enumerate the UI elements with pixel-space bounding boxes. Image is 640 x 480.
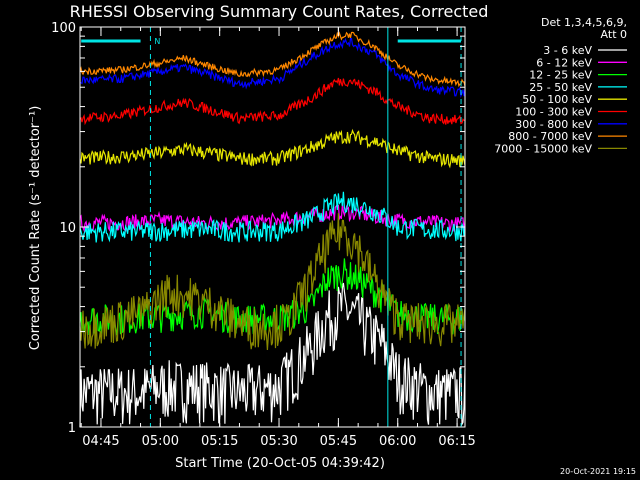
x-tick-label: 06:15 [438, 434, 475, 449]
x-tick-label: 06:00 [379, 434, 416, 449]
y-axis-label: Corrected Count Rate (s⁻¹ detector⁻¹) [28, 106, 43, 351]
legend-label-4: 50 - 100 keV [522, 93, 592, 106]
legend-label-0: 3 - 6 keV [543, 44, 592, 57]
series-line-1 [79, 203, 466, 233]
series-line-3 [79, 191, 466, 243]
x-tick-label: 05:00 [142, 434, 179, 449]
series-line-5 [79, 77, 466, 126]
series-line-4 [79, 128, 466, 169]
y-tick-label: 10 [59, 221, 76, 236]
y-tick-label: 1 [68, 421, 76, 436]
series-line-0 [79, 282, 466, 428]
x-tick-label: 05:30 [260, 434, 297, 449]
plot-area: N 1 10 100 04:45 05:00 05:15 05:30 05:45 06:00 06:… [51, 21, 476, 449]
x-tick-label: 05:45 [320, 434, 357, 449]
footer-stamp: 20-Oct-2021 19:15 [560, 467, 636, 476]
y-tick-label: 100 [51, 21, 76, 36]
x-tick-label: 05:15 [201, 434, 238, 449]
series-line-8 [79, 213, 466, 351]
legend-label-2: 12 - 25 keV [529, 69, 592, 82]
legend-label-3: 25 - 50 keV [529, 81, 592, 94]
x-tick-label: 04:45 [82, 434, 119, 449]
legend-label-6: 300 - 800 keV [515, 118, 592, 131]
legend-label-8: 7000 - 15000 keV [494, 142, 592, 155]
legend-header-line1: Det 1,3,4,5,6,9, [541, 16, 627, 29]
chart-title: RHESSI Observing Summary Count Rates, Co… [70, 2, 489, 21]
series-line-2 [79, 258, 466, 336]
series-line-6 [79, 37, 466, 98]
legend-label-1: 6 - 12 keV [536, 56, 592, 69]
legend-label-5: 100 - 300 keV [515, 106, 592, 119]
legend-header-line2: Att 0 [601, 28, 627, 41]
x-axis-label: Start Time (20-Oct-05 04:39:42) [175, 456, 385, 471]
marker-label-n: N [154, 37, 160, 46]
legend-label-7: 800 - 7000 keV [508, 130, 592, 143]
series-line-7 [79, 31, 466, 88]
